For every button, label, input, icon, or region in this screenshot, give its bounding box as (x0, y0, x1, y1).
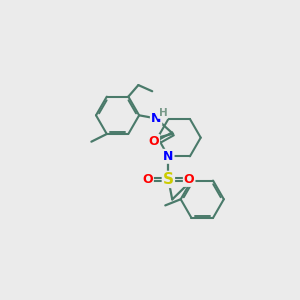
Text: N: N (151, 112, 161, 125)
Text: S: S (163, 172, 174, 187)
Text: N: N (163, 150, 174, 163)
Text: H: H (159, 108, 167, 118)
Text: O: O (184, 173, 194, 186)
Text: O: O (148, 135, 159, 148)
Text: O: O (142, 173, 153, 186)
